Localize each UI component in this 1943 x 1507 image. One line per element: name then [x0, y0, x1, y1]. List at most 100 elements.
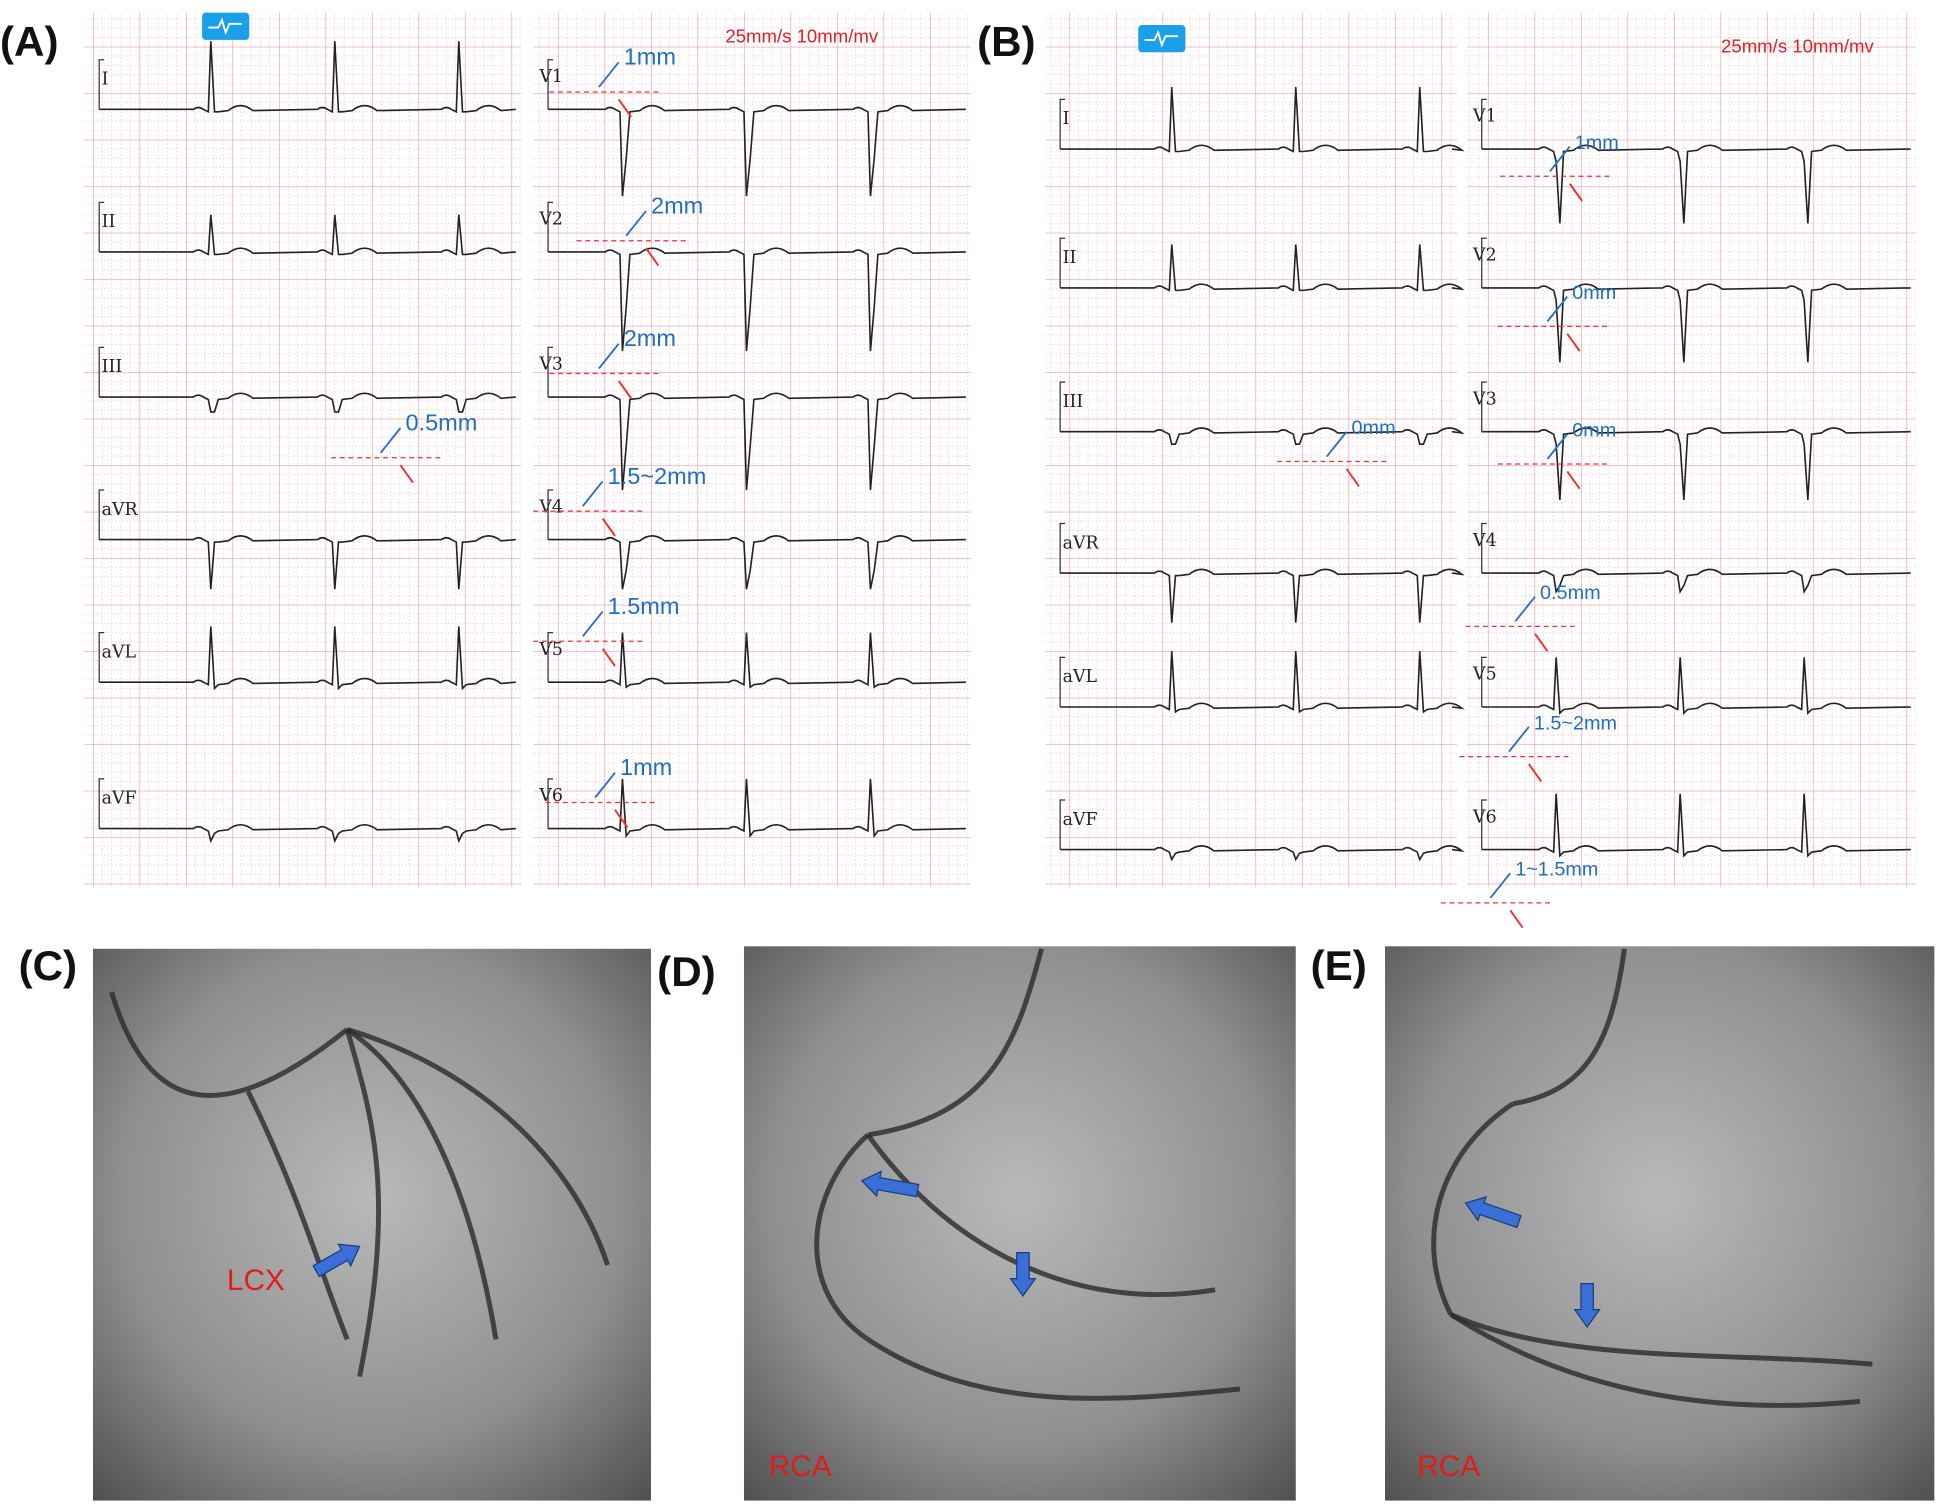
st-measurement: 1~1.5mm [1515, 859, 1598, 881]
vessel [1512, 948, 1627, 1107]
calibration [98, 201, 105, 252]
ecg-trace [1481, 427, 1911, 500]
red-arrow [1568, 183, 1583, 202]
measure-arrow [1546, 433, 1569, 460]
st-measurement: 1.5mm [608, 593, 680, 619]
ecg-icon-wave [1144, 29, 1178, 48]
calibration [1481, 98, 1487, 150]
lead-label: V3 [1472, 389, 1497, 409]
paper-speed: 25mm/s 10mm/mv [725, 25, 878, 46]
calibration [547, 489, 554, 540]
lead-label: V1 [538, 67, 563, 87]
ecg-trace [548, 535, 966, 590]
vessel [1449, 1312, 1861, 1408]
ecg-trace [548, 247, 966, 352]
lead-label: aVR [102, 500, 139, 520]
measure-arrow [598, 343, 620, 370]
calibration [1059, 381, 1066, 432]
lead-label: aVL [1063, 667, 1098, 687]
st-measurement: 0mm [1572, 282, 1616, 304]
lead-label: V4 [1472, 531, 1497, 551]
lead-label: V3 [538, 355, 563, 375]
ecg-grid [1466, 12, 1916, 887]
red-arrow [601, 648, 616, 667]
calibration [1059, 799, 1066, 850]
pointer-arrow [1464, 1196, 1522, 1229]
vessel [346, 1027, 610, 1266]
lead-label: III [1063, 392, 1084, 412]
ecg-trace [99, 535, 516, 590]
measure-arrow [1514, 596, 1536, 623]
measure-arrow [1508, 726, 1530, 753]
lead-label: III [102, 357, 123, 377]
lead-label: V5 [538, 640, 563, 660]
calibration [1481, 799, 1487, 850]
vessel [109, 991, 349, 1098]
vessel [344, 1028, 382, 1378]
calibration [98, 59, 105, 110]
st-measurement: 2mm [624, 325, 676, 351]
vessel-label: LCX [227, 1264, 285, 1297]
lead-label: I [1063, 109, 1070, 129]
calibration [1059, 237, 1066, 288]
lead-label: I [102, 70, 109, 90]
measure-arrow [594, 772, 616, 799]
lead-label: V5 [1472, 665, 1497, 685]
calibration [98, 489, 105, 540]
ecg-trace [1481, 793, 1911, 858]
measure-arrow [582, 480, 604, 507]
lead-label: II [1063, 248, 1077, 268]
st-measurement: 2mm [651, 193, 703, 219]
red-arrow [1534, 633, 1549, 652]
vessel [866, 1337, 1241, 1401]
ecg-icon [202, 12, 250, 40]
ecg-trace [1481, 144, 1911, 224]
ecg-trace [548, 392, 966, 491]
st-measurement: 0.5mm [1540, 582, 1601, 604]
ecg-trace [1060, 86, 1465, 153]
paper-speed: 25mm/s 10mm/mv [1721, 35, 1874, 56]
ecg-trace [1060, 845, 1465, 862]
calibration [547, 346, 554, 398]
ecg-trace [99, 392, 516, 413]
measure-arrow [625, 210, 647, 237]
vessel [1449, 1312, 1873, 1367]
pointer-arrow [860, 1170, 920, 1198]
calibration [547, 59, 554, 110]
lead-label: V2 [1472, 246, 1497, 266]
calibration [547, 201, 554, 252]
measure-arrow [1549, 145, 1571, 172]
vessel [814, 1132, 870, 1342]
pointer-arrow [312, 1243, 361, 1278]
vessel [345, 1027, 499, 1340]
calibration [98, 631, 105, 683]
calibration [1059, 522, 1066, 574]
measure-arrow [598, 61, 620, 88]
red-arrow [614, 809, 629, 828]
panel-label: (C) [19, 942, 78, 989]
calibration [98, 778, 105, 829]
st-measurement: 0.5mm [405, 409, 477, 435]
vessel [865, 1133, 1216, 1298]
st-measurement: 0mm [1352, 417, 1396, 439]
ecg-trace [99, 214, 516, 256]
red-arrow [601, 517, 616, 537]
ecg-icon-wave [208, 17, 242, 36]
calibration [1481, 237, 1487, 288]
ecg-trace [1060, 427, 1465, 445]
panel-label: (D) [657, 948, 716, 995]
ecg-grid [533, 12, 971, 887]
panel-label: (A) [0, 18, 59, 65]
calibration [1481, 381, 1487, 432]
ecg-trace [99, 823, 516, 844]
vessel [867, 948, 1044, 1138]
lead-label: II [102, 212, 116, 232]
angiogram [1385, 946, 1935, 1501]
measure-arrow [1326, 431, 1348, 458]
vessel [1431, 1101, 1515, 1316]
ecg-trace [1481, 568, 1911, 595]
red-arrow [617, 380, 632, 399]
measure-arrow [582, 610, 604, 637]
pointer-arrow [1009, 1251, 1037, 1298]
